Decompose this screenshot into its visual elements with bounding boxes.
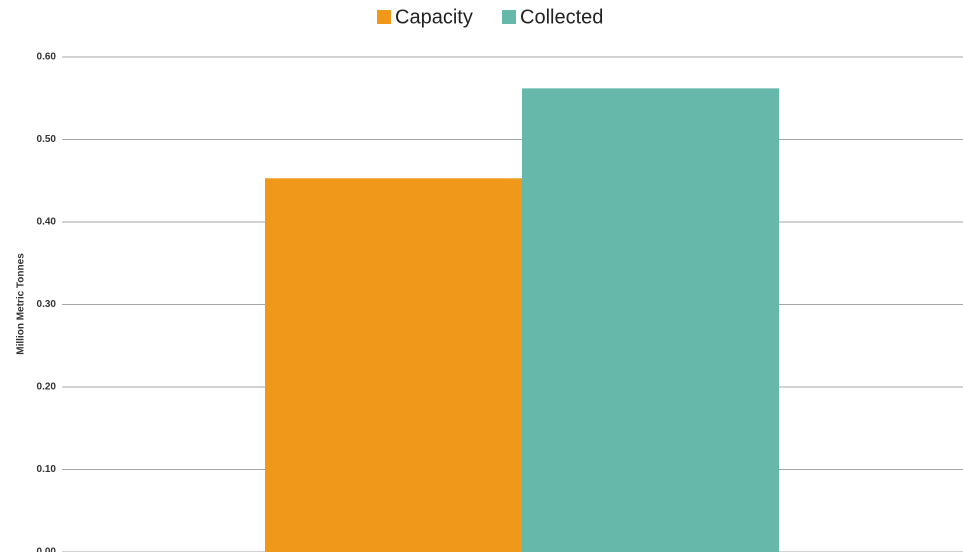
y-tick-label: 0.20 bbox=[37, 382, 57, 393]
y-axis-title: Million Metric Tonnes bbox=[16, 253, 27, 355]
y-tick-label: 0.00 bbox=[37, 547, 57, 552]
bar bbox=[265, 178, 522, 552]
y-tick-label: 0.40 bbox=[37, 217, 57, 228]
legend-label: Collected bbox=[520, 6, 603, 28]
bar bbox=[522, 88, 779, 552]
y-tick-label: 0.50 bbox=[37, 134, 57, 145]
y-tick-label: 0.10 bbox=[37, 464, 57, 475]
legend-swatch bbox=[377, 10, 391, 24]
legend-swatch bbox=[502, 10, 516, 24]
y-tick-label: 0.60 bbox=[37, 52, 57, 63]
y-tick-label: 0.30 bbox=[37, 299, 57, 310]
legend-label: Capacity bbox=[395, 6, 473, 28]
